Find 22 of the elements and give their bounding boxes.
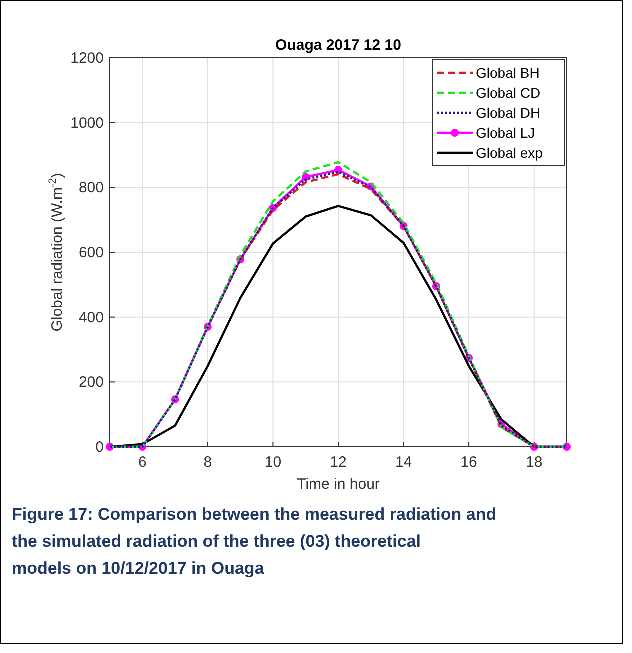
y-tick-label: 1000 [70,114,104,132]
x-tick-label: 14 [395,454,412,471]
x-tick-label: 16 [460,454,478,471]
chart-title: Ouaga 2017 12 10 [276,37,402,54]
y-tick-label: 400 [78,309,104,326]
y-tick-label: 1200 [70,50,104,67]
legend-label: Global LJ [476,125,536,141]
x-axis-title: Time in hour [297,476,380,493]
legend-label: Global DH [476,105,541,121]
y-tick-label: 600 [78,244,104,262]
y-tick-label: 800 [78,180,104,197]
legend-label: Global exp [476,145,544,161]
x-tick-label: 12 [330,454,347,471]
legend-label: Global CD [476,85,541,101]
x-tick-label: 6 [138,454,147,471]
x-tick-label: 8 [204,454,212,471]
caption: Figure 17: Comparison between the measured radiation and the simulated radiation of the three (03) theoretical models on 10/12/2017 in Ouaga [12,505,497,578]
y-tick-label: 0 [96,439,104,456]
y-tick-label: 200 [78,374,104,392]
x-tick-label: 18 [526,454,543,471]
legend-label: Global BH [476,65,540,81]
x-tick-label: 10 [264,454,282,471]
